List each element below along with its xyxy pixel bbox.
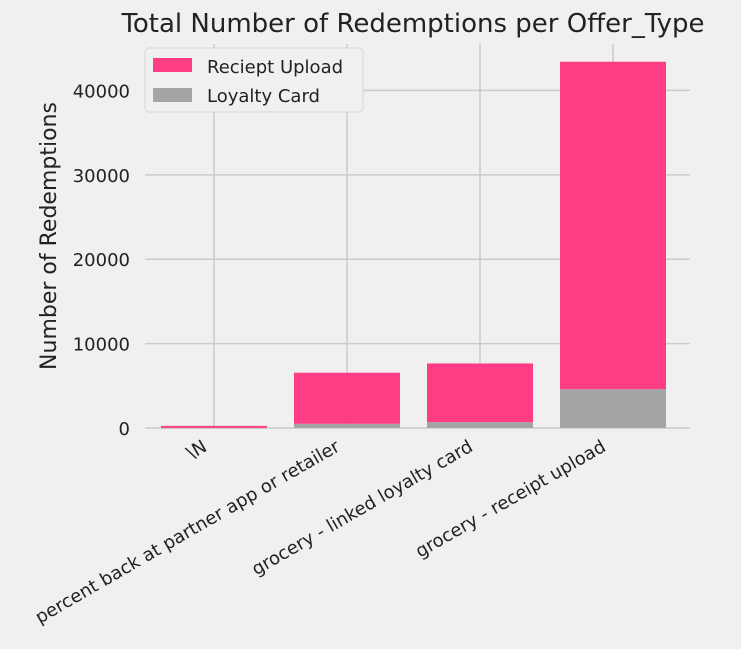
bar-loyalty-card-grocery-linked-loyalty-card: [427, 422, 533, 428]
y-tick-label: 0: [119, 419, 130, 440]
x-tick-label: grocery - linked loyalty card: [248, 436, 476, 580]
y-tick-label: 10000: [73, 335, 130, 356]
y-axis-label: Number of Redemptions: [37, 102, 62, 370]
y-tick-label: 30000: [73, 166, 130, 187]
legend-box: [144, 47, 364, 113]
legend-swatch-reciept-upload: [153, 58, 192, 72]
bar-reciept-upload-grocery-receipt-upload: [560, 61, 666, 390]
x-tick-label: \N: [183, 436, 210, 464]
y-tick-label: 40000: [73, 81, 130, 102]
bar-reciept-upload-n: [161, 425, 267, 428]
legend-label-loyalty-card: Loyalty Card: [207, 86, 320, 107]
bar-loyalty-card-percent-back-at-partner-app-or-retailer: [294, 423, 400, 428]
y-tick-labels: 0 10000 20000 30000 40000: [73, 81, 130, 440]
bar-loyalty-card-n: [161, 427, 267, 429]
chart-title: Total Number of Redemptions per Offer_Ty…: [120, 9, 704, 39]
x-tick-label: percent back at partner app or retailer: [32, 436, 344, 628]
legend: Reciept Upload Loyalty Card: [144, 47, 364, 113]
legend-label-reciept-upload: Reciept Upload: [207, 57, 343, 78]
bars: [161, 61, 666, 429]
bar-reciept-upload-percent-back-at-partner-app-or-retailer: [294, 372, 400, 424]
legend-swatch-loyalty-card: [153, 88, 192, 102]
bar-reciept-upload-grocery-linked-loyalty-card: [427, 363, 533, 423]
y-tick-label: 20000: [73, 250, 130, 271]
bar-loyalty-card-grocery-receipt-upload: [560, 389, 666, 428]
